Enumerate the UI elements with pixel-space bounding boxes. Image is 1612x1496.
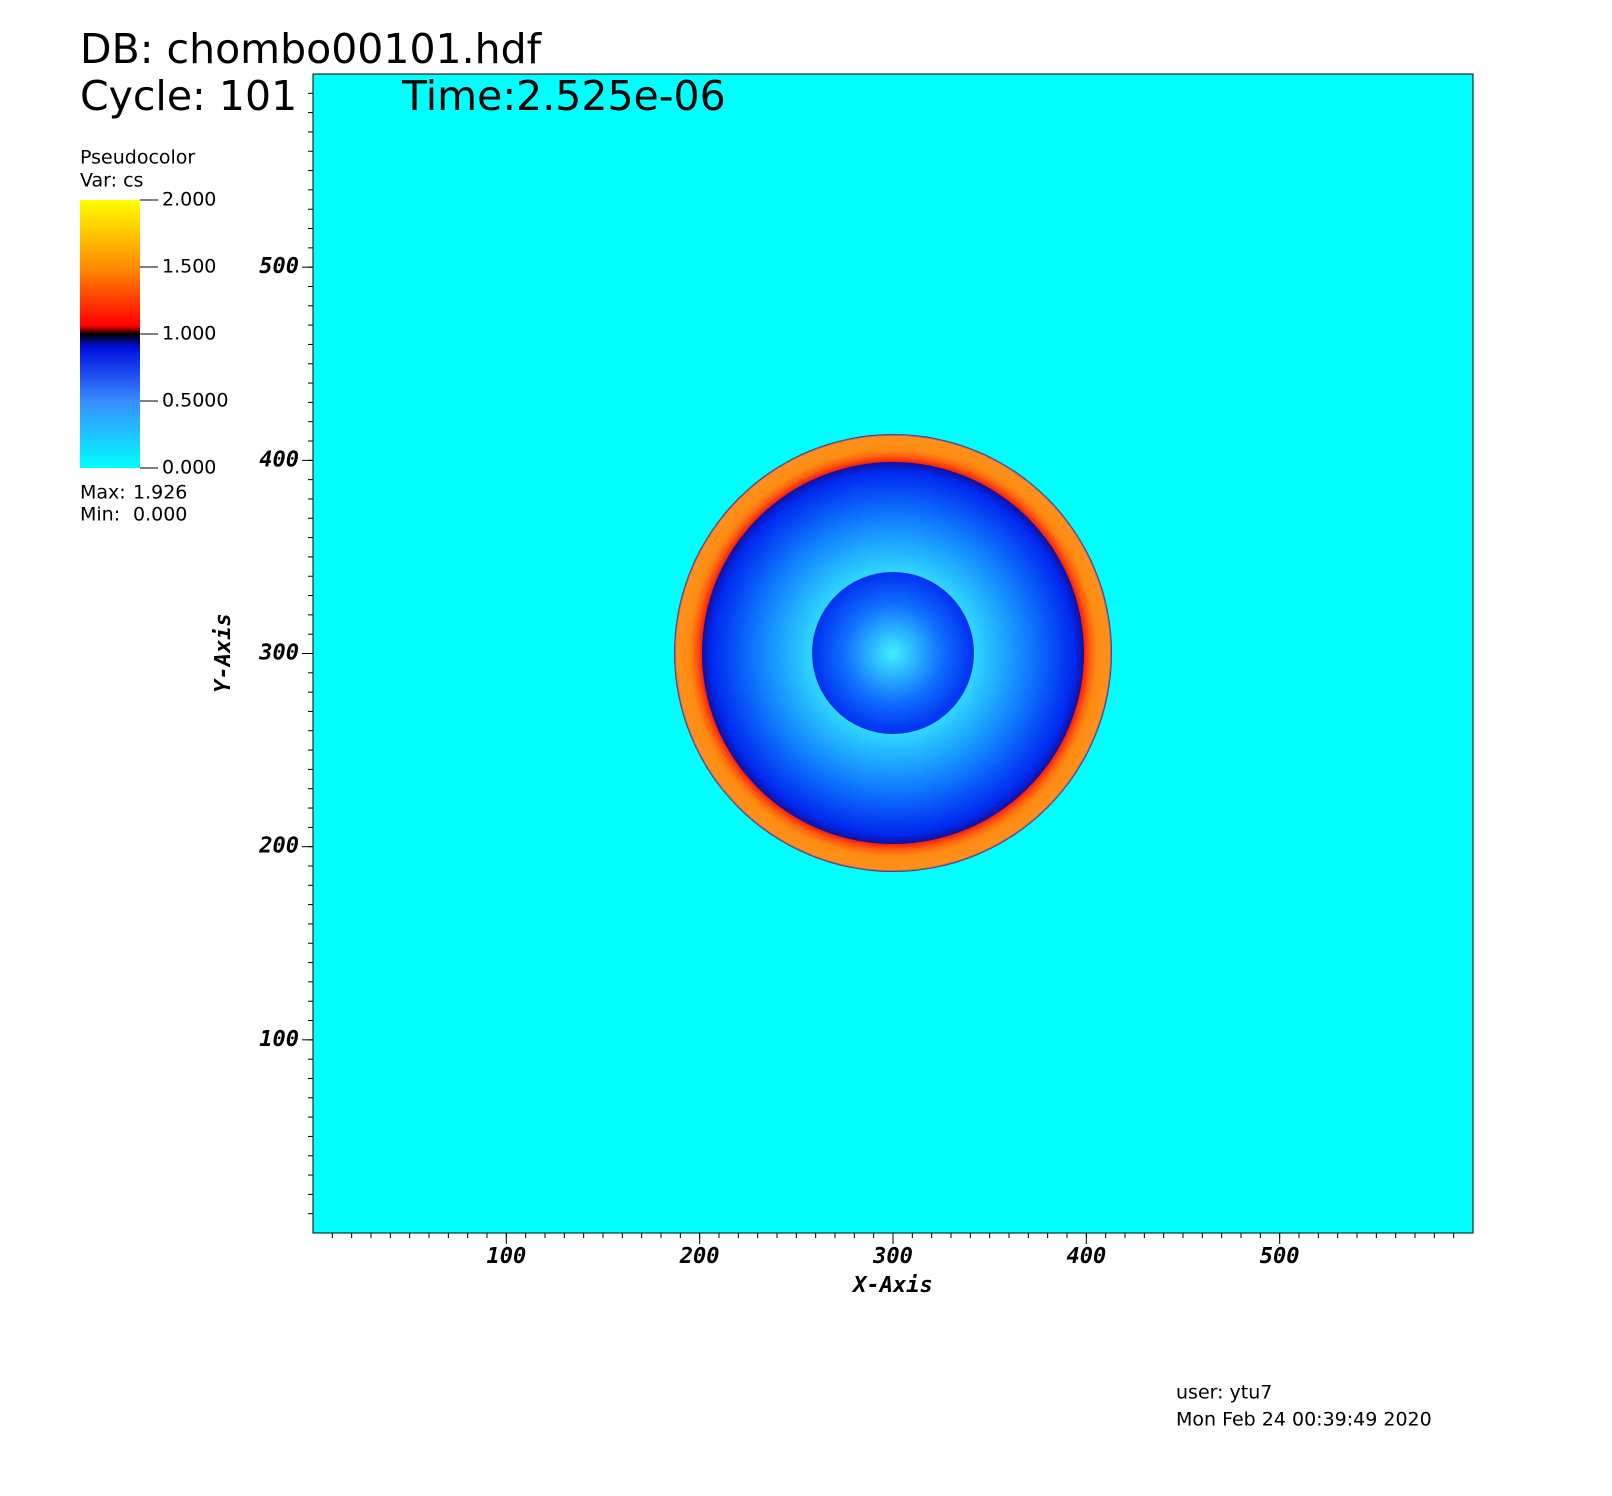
x-tick-label: 500	[1260, 1244, 1300, 1269]
core	[812, 572, 974, 734]
min-label: Min:	[80, 504, 120, 526]
y-axis-label: Y-Axis	[211, 613, 236, 692]
min-value: 0.000	[133, 504, 187, 526]
x-axis-label: X-Axis	[851, 1273, 932, 1298]
colorbar	[80, 200, 140, 468]
legend-variable: Var: cs	[80, 170, 143, 192]
y-tick-label: 200	[258, 834, 299, 859]
date: Mon Feb 24 00:39:49 2020	[1176, 1409, 1432, 1431]
user: user: ytu7	[1176, 1382, 1272, 1404]
colorbar-tick-label: 0.5000	[162, 390, 228, 412]
time: Time:2.525e-06	[401, 72, 726, 120]
max-value: 1.926	[133, 482, 187, 504]
y-tick-label: 500	[259, 254, 299, 279]
y-tick-label: 400	[259, 447, 299, 472]
title: DB: chombo00101.hdf	[80, 25, 543, 73]
x-tick-label: 100	[486, 1244, 526, 1269]
colorbar-tick-label: 2.000	[162, 189, 216, 211]
x-tick-label: 300	[872, 1244, 913, 1269]
x-tick-label: 200	[679, 1244, 720, 1269]
colorbar-tick-label: 1.000	[162, 323, 216, 345]
legend-title: Pseudocolor	[80, 147, 195, 169]
cycle: Cycle: 101	[80, 72, 297, 120]
y-tick-label: 300	[258, 641, 299, 666]
x-tick-label: 400	[1066, 1244, 1106, 1269]
colorbar-tick-label: 0.000	[162, 457, 216, 479]
colorbar-tick-label: 1.500	[162, 256, 216, 278]
y-tick-label: 100	[259, 1027, 299, 1052]
max-label: Max:	[80, 482, 126, 504]
